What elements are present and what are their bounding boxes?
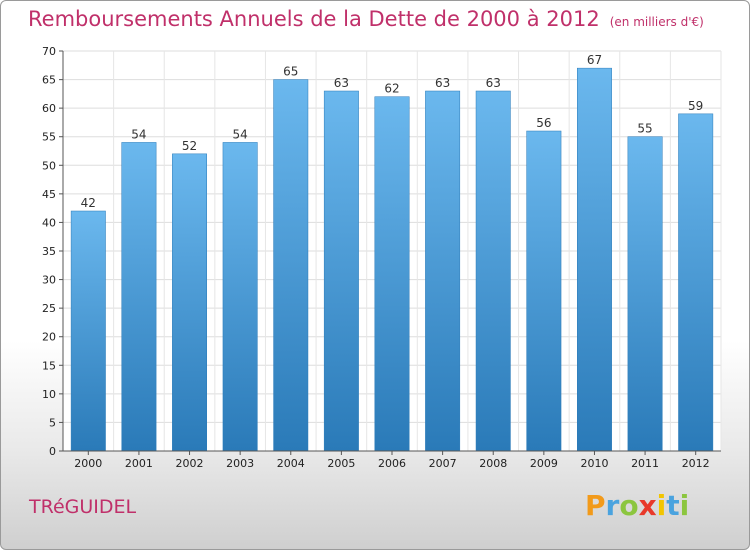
data-label-2012: 59 [688, 99, 703, 113]
bar-2009 [526, 130, 562, 452]
data-label-2006: 62 [384, 82, 399, 96]
commune-name: TRéGUIDEL [29, 496, 137, 518]
bar-2001 [121, 142, 157, 452]
bar-2006 [374, 96, 410, 452]
bar-2002 [172, 153, 207, 452]
x-tick-label-2004: 2004 [277, 457, 305, 470]
bar-2003 [222, 142, 258, 452]
x-tick-label-2003: 2003 [226, 457, 254, 470]
y-tick-label: 45 [42, 188, 56, 201]
y-tick-label: 50 [42, 159, 56, 172]
x-tick-label-2007: 2007 [429, 457, 457, 470]
logo-letter: t [666, 489, 680, 522]
data-label-2008: 63 [486, 76, 501, 90]
y-tick-label: 60 [42, 102, 56, 115]
logo-letter: P [585, 489, 606, 522]
data-label-2003: 54 [233, 127, 248, 141]
data-label-2010: 67 [587, 53, 602, 67]
bars: 42 54 52 54 65 63 62 63 63 56 67 55 59 [70, 53, 714, 452]
y-tick-label: 70 [42, 45, 56, 58]
data-label-2000: 42 [81, 196, 96, 210]
bar-2005 [323, 90, 359, 452]
y-tick-label: 65 [42, 74, 56, 87]
x-tick-label-2009: 2009 [530, 457, 558, 470]
x-tick-label-2010: 2010 [580, 457, 608, 470]
data-label-2011: 55 [637, 122, 652, 136]
x-tick-label-2001: 2001 [125, 457, 153, 470]
bar-2007 [425, 90, 461, 452]
y-tick-label: 25 [42, 302, 56, 315]
logo-letter: x [638, 489, 657, 522]
y-tick-label: 55 [42, 131, 56, 144]
y-tick-label: 15 [42, 359, 56, 372]
x-tick-label-2006: 2006 [378, 457, 406, 470]
logo-letter: i [656, 489, 667, 522]
y-tick-label: 30 [42, 274, 56, 287]
x-tick-label-2002: 2002 [176, 457, 204, 470]
bar-2008 [475, 90, 511, 452]
logo-letter: i [679, 489, 690, 522]
data-label-2002: 52 [182, 139, 197, 153]
data-label-2004: 65 [283, 65, 298, 79]
y-tick-label: 40 [42, 216, 56, 229]
x-tick-label-2005: 2005 [327, 457, 355, 470]
title-text: Remboursements Annuels de la Dette de 20… [28, 7, 600, 31]
bar-2010 [577, 67, 612, 452]
y-tick-label: 10 [42, 388, 56, 401]
data-label-2005: 63 [334, 76, 349, 90]
bar-2004 [273, 79, 309, 452]
unit-label: (en milliers d'€) [609, 15, 704, 29]
bar-2011 [627, 136, 663, 452]
data-label-2001: 54 [131, 127, 146, 141]
proxiti-logo[interactable]: Proxiti [585, 489, 689, 522]
data-label-2009: 56 [536, 116, 551, 130]
x-axis: 2000 2001 2002 2003 2004 2005 2006 2007 2008 2009… [63, 450, 721, 470]
x-tick-label-2012: 2012 [682, 457, 710, 470]
x-tick-label-2008: 2008 [479, 457, 507, 470]
y-tick-label: 0 [49, 445, 56, 458]
bar-2000 [70, 210, 106, 452]
logo-letter: r [605, 489, 620, 522]
x-tick-label-2000: 2000 [74, 457, 102, 470]
logo-letter: o [619, 489, 639, 522]
bar-2012 [678, 113, 714, 452]
chart-title: Remboursements Annuels de la Dette de 20… [28, 7, 704, 31]
y-tick-label: 20 [42, 331, 56, 344]
x-tick-label-2011: 2011 [631, 457, 659, 470]
data-label-2007: 63 [435, 76, 450, 90]
y-tick-label: 5 [49, 416, 56, 429]
y-tick-label: 35 [42, 245, 56, 258]
y-axis: 0 5 10 15 20 25 30 35 40 45 50 55 60 65 70 [42, 45, 64, 458]
